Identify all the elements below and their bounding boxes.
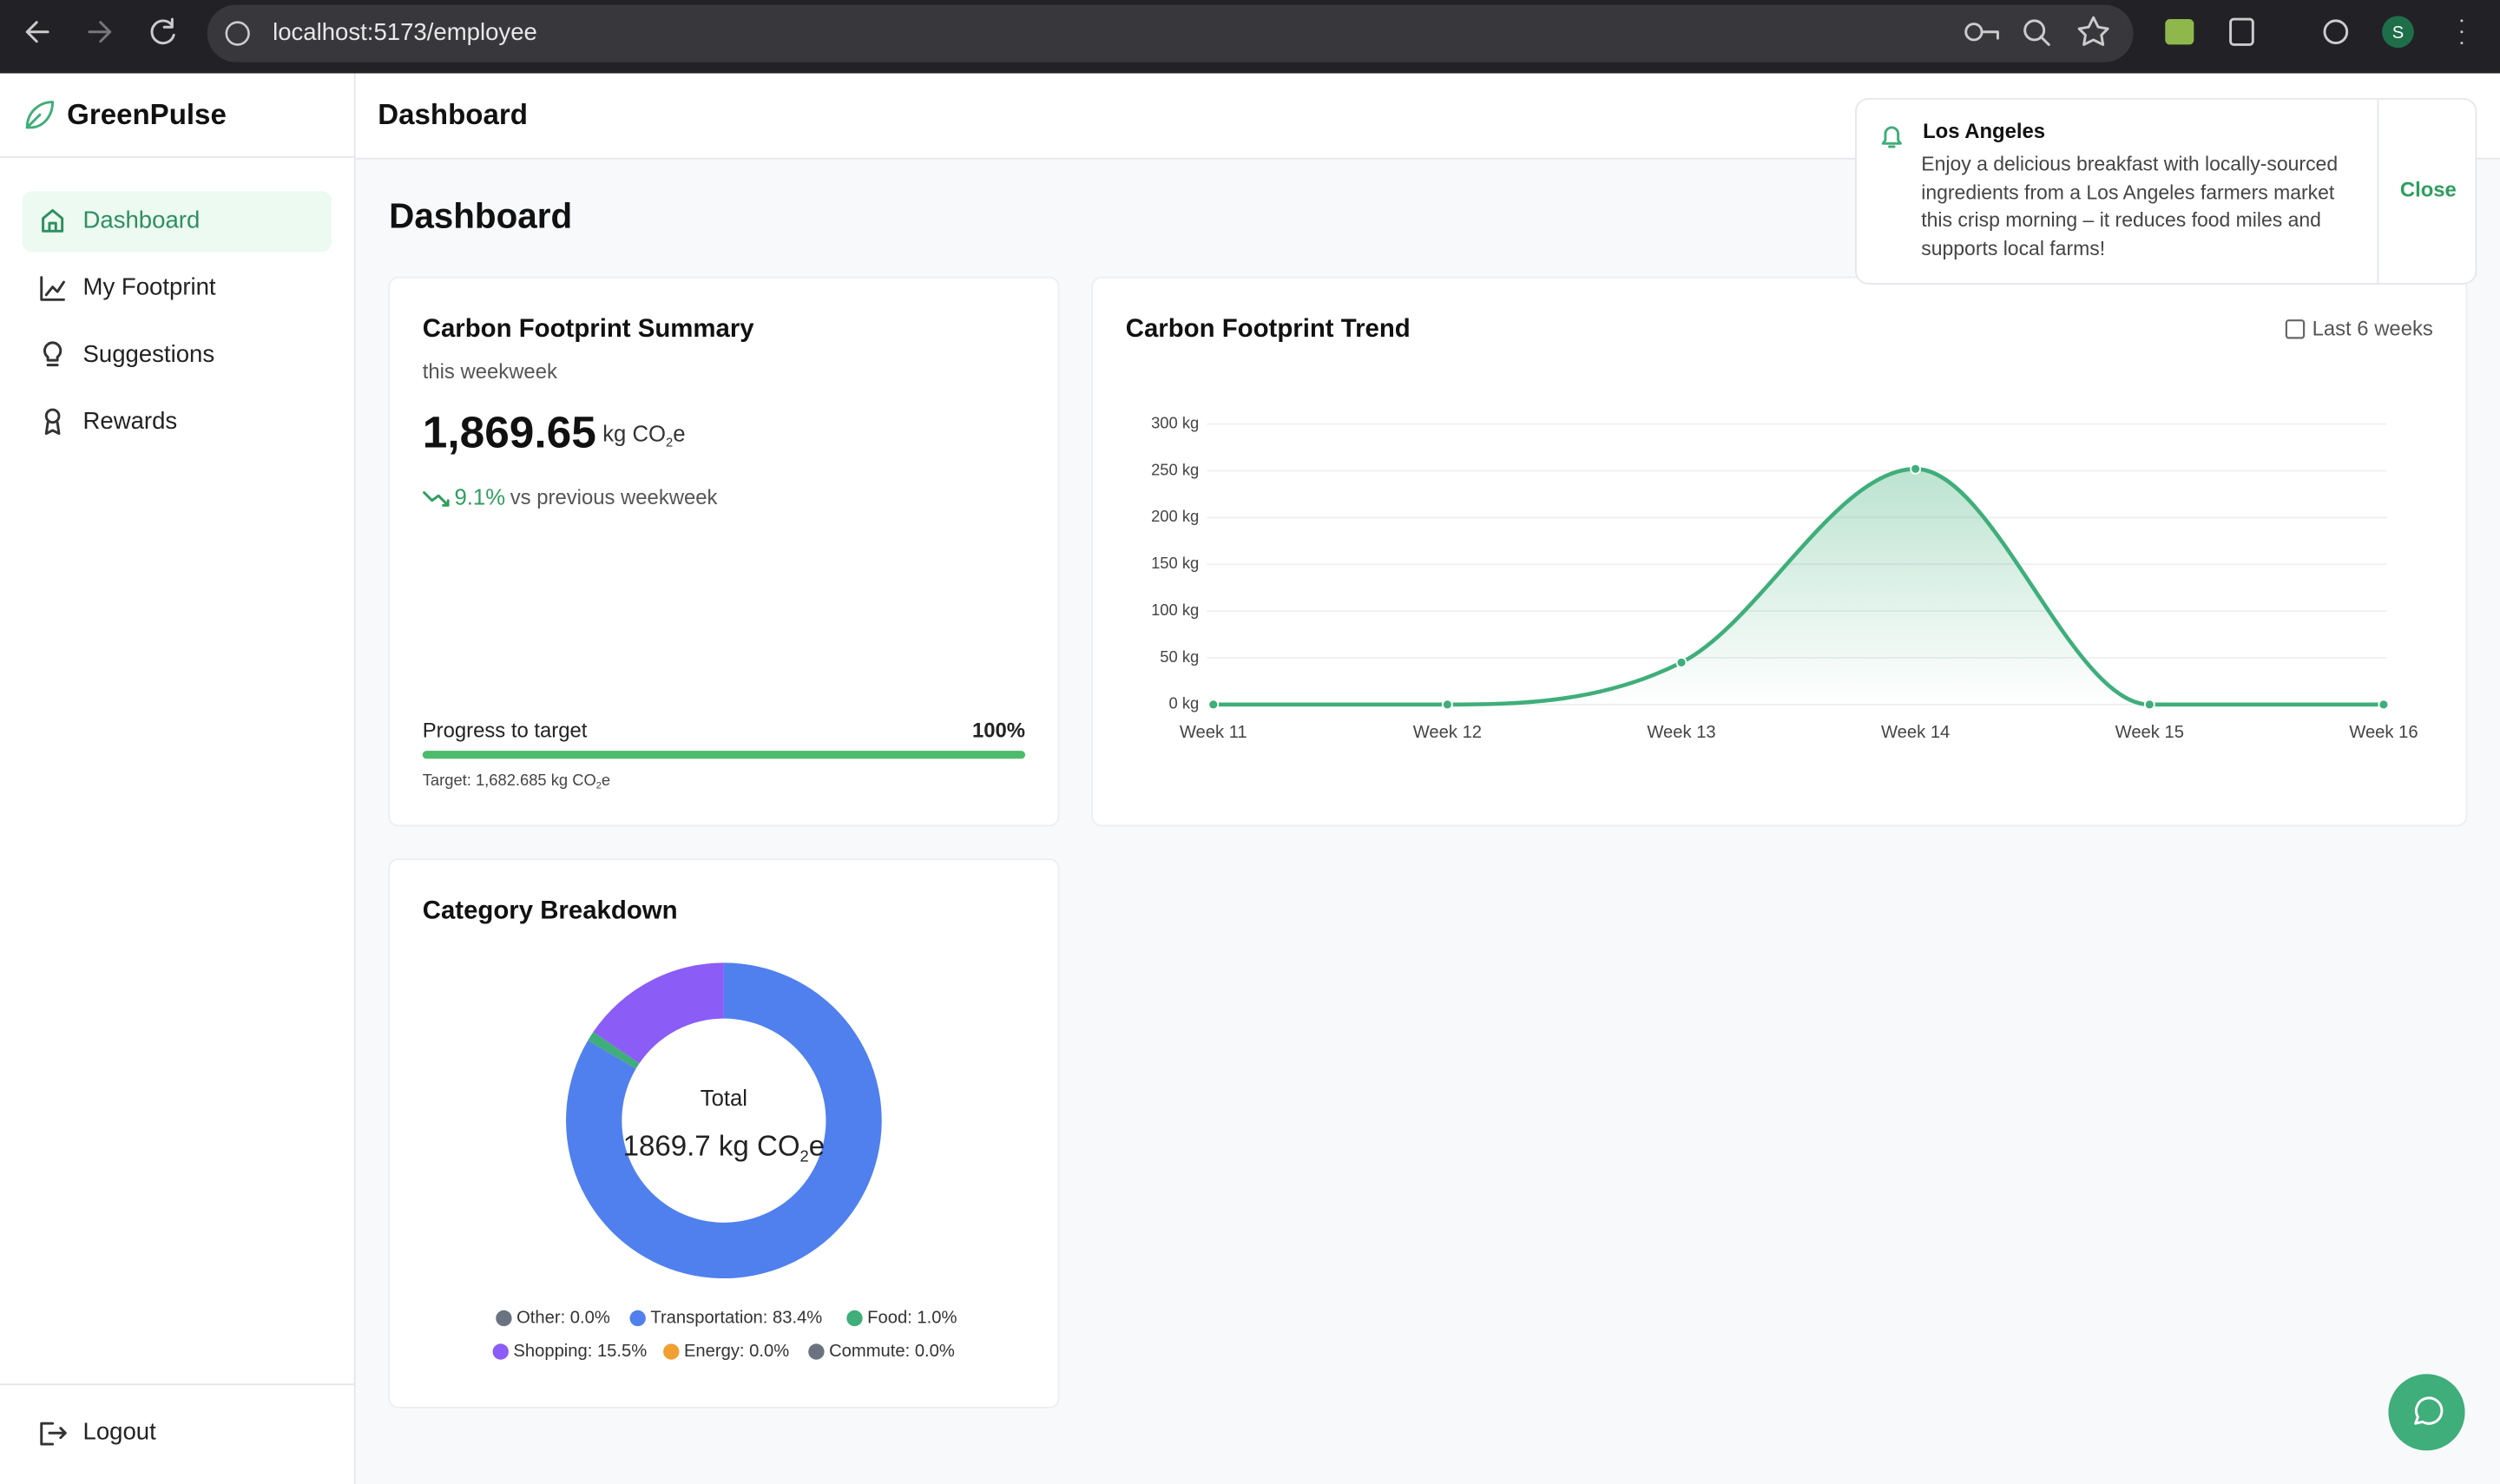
target-end: e (602, 771, 610, 789)
point (1675, 656, 1688, 668)
legend-label: Shopping: 15.5% (513, 1342, 647, 1361)
legend-swatch (629, 1310, 646, 1327)
page-title: Dashboard (389, 195, 572, 235)
site-info[interactable] (225, 21, 250, 46)
unit-end: e (673, 422, 685, 446)
target: Target: 1,682.685 kg CO2e (423, 771, 610, 791)
bell-icon (1881, 126, 1902, 148)
x-tick-label: Week 11 (1180, 723, 1247, 742)
nav-active-bg (22, 191, 332, 253)
y-tick-label: 100 kg (1151, 601, 1199, 619)
point (1910, 463, 1922, 475)
extension-icon[interactable] (2165, 19, 2194, 45)
nav-icons (40, 208, 67, 1446)
legend-swatch (496, 1310, 512, 1327)
notification-body: Enjoy a delicious breakfast with locally… (1921, 153, 2339, 259)
point (1441, 699, 1453, 711)
nav-item[interactable]: My Footprint (83, 273, 216, 300)
legend-label: Food: 1.0% (867, 1308, 957, 1327)
trend-card (1091, 276, 2468, 827)
x-tick-label: Week 14 (1881, 723, 1950, 742)
target-sub: 2 (596, 780, 602, 791)
card-title: Category Breakdown (423, 896, 678, 924)
close-button[interactable]: Close (2400, 179, 2457, 202)
slice (593, 962, 724, 1064)
brand: GreenPulse (67, 99, 227, 131)
notification-message: Enjoy a delicious breakfast with locally… (1921, 153, 2339, 259)
unit-sub: 2 (666, 436, 673, 450)
y-tick-label: 150 kg (1151, 554, 1199, 572)
area (1213, 469, 2384, 705)
range-label[interactable]: Last 6 weeks (2312, 318, 2433, 341)
value: 1,869.65 (423, 406, 596, 456)
legend-label: Transportation: 83.4% (650, 1308, 822, 1327)
profile-avatar[interactable] (2382, 16, 2414, 49)
point (2143, 699, 2155, 711)
chat-button[interactable] (2388, 1374, 2465, 1451)
y-tick-label: 0 kg (1169, 694, 1200, 712)
address-bar[interactable] (207, 4, 2134, 62)
header-title: Dashboard (378, 99, 528, 131)
legend-swatch (492, 1343, 509, 1360)
logout[interactable]: Logout (83, 1418, 157, 1445)
legend-label: Energy: 0.0% (684, 1342, 789, 1361)
x-tick-label: Week 13 (1647, 723, 1715, 742)
nav-item[interactable]: Dashboard (83, 207, 201, 233)
brand-icon (25, 101, 55, 129)
legend-label: Other: 0.0% (516, 1308, 610, 1327)
period: this weekweek (423, 360, 557, 384)
legend-swatch (808, 1343, 825, 1360)
toolbar-icons[interactable] (1964, 16, 2464, 46)
url: localhost:5173/employee (273, 18, 537, 45)
change: 9.1% (454, 486, 505, 510)
trend-down-icon (423, 491, 450, 507)
point (2378, 699, 2390, 711)
avatar-letter: S (2392, 23, 2404, 43)
x-tick-label: Week 12 (1413, 723, 1482, 742)
y-tick-label: 50 kg (1160, 647, 1199, 666)
target-text: Target: 1,682.685 kg CO (423, 771, 596, 789)
line (1213, 466, 2384, 707)
trend-chart: 0 kg 50 kg 100 kg 150 kg 200 kg 250 kg 300 kg W… (1151, 413, 2418, 742)
unit: kg CO (602, 422, 666, 446)
center-text: 1869.7 kg CO (623, 1130, 800, 1162)
progress (422, 751, 1026, 759)
progress-fill (422, 751, 1026, 759)
card-title: Carbon Footprint Trend (1126, 314, 1411, 343)
x-tick-label: Week 16 (2349, 723, 2418, 742)
notification-title: Los Angeles (1923, 120, 2045, 143)
breakdown-card (388, 858, 1060, 1408)
sidebar (0, 73, 354, 1484)
y-tick-label: 300 kg (1151, 413, 1199, 431)
slice (588, 1032, 640, 1069)
point (1207, 699, 1220, 711)
y-tick-label: 200 kg (1151, 507, 1199, 525)
center-sub: 2 (800, 1146, 809, 1165)
donut-chart: Other: 0.0% Transportation: 83.4% Food: 1.… (492, 962, 957, 1361)
footprint-value: 1,869.65 kg CO2e (423, 406, 686, 456)
nav-item[interactable]: Rewards (83, 407, 178, 434)
summary-card (388, 276, 1060, 827)
x-tick-label: Week 15 (2115, 723, 2184, 742)
y-tick-label: 250 kg (1151, 460, 1199, 478)
legend-label: Commute: 0.0% (829, 1342, 955, 1361)
legend-swatch (663, 1343, 680, 1360)
legend-swatch (846, 1310, 863, 1327)
change-text: vs previous weekweek (510, 486, 718, 509)
card-title: Carbon Footprint Summary (423, 314, 755, 343)
notification (1855, 97, 2477, 285)
chat-icon (2414, 1396, 2444, 1425)
nav-item[interactable]: Suggestions (83, 340, 215, 367)
center-end: e (809, 1130, 825, 1162)
nav: Dashboard My Footprint Suggestions Rewards (83, 207, 216, 434)
center-title: Total (701, 1087, 747, 1111)
progress-label: Progress to target (423, 719, 588, 742)
nav-buttons[interactable] (25, 17, 175, 45)
slice (566, 962, 882, 1279)
center-value: 1869.7 kg CO2e (623, 1130, 826, 1165)
calendar-icon (2285, 319, 2306, 339)
progress-text: 100% (972, 719, 1025, 742)
